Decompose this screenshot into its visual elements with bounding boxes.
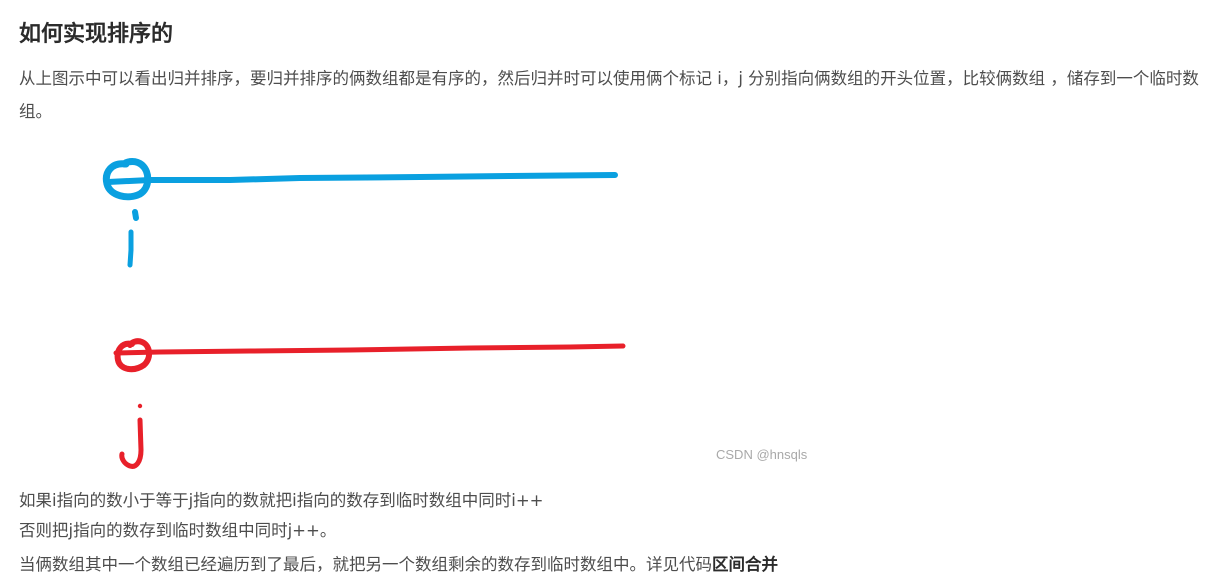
section-heading: 如何实现排序的: [19, 22, 174, 47]
array-j-line: [113, 343, 626, 356]
rule-line-3: 当俩数组其中一个数组已经遍历到了最后，就把另一个数组剩余的数存到临时数组中。详见…: [19, 551, 778, 579]
csdn-watermark: CSDN @hnsqls: [716, 447, 808, 462]
rule-line-3-text: 当俩数组其中一个数组已经遍历到了最后，就把另一个数组剩余的数存到临时数组中。详见…: [19, 555, 712, 574]
intro-paragraph: 从上图示中可以看出归并排序，要归并排序的俩数组都是有序的，然后归并时可以使用俩个…: [19, 69, 1199, 121]
code-link-interval-merge[interactable]: 区间合并: [712, 555, 778, 574]
pointer-i-stem: [127, 229, 134, 268]
pointer-j-dot: [137, 403, 143, 409]
merge-pointers-sketch: [102, 158, 626, 469]
array-i-sketch: [102, 158, 618, 268]
pointer-i-dot: [132, 209, 139, 221]
array-j-sketch: [113, 338, 626, 469]
array-i-line: [105, 172, 618, 185]
rule-line-2: 否则把j指向的数存到临时数组中同时j++。: [19, 521, 337, 540]
array-i-start-circle: [102, 158, 152, 201]
rule-line-1: 如果i指向的数小于等于j指向的数就把i指向的数存到临时数组中同时i++: [19, 491, 544, 510]
pointer-j-hook: [119, 417, 144, 469]
